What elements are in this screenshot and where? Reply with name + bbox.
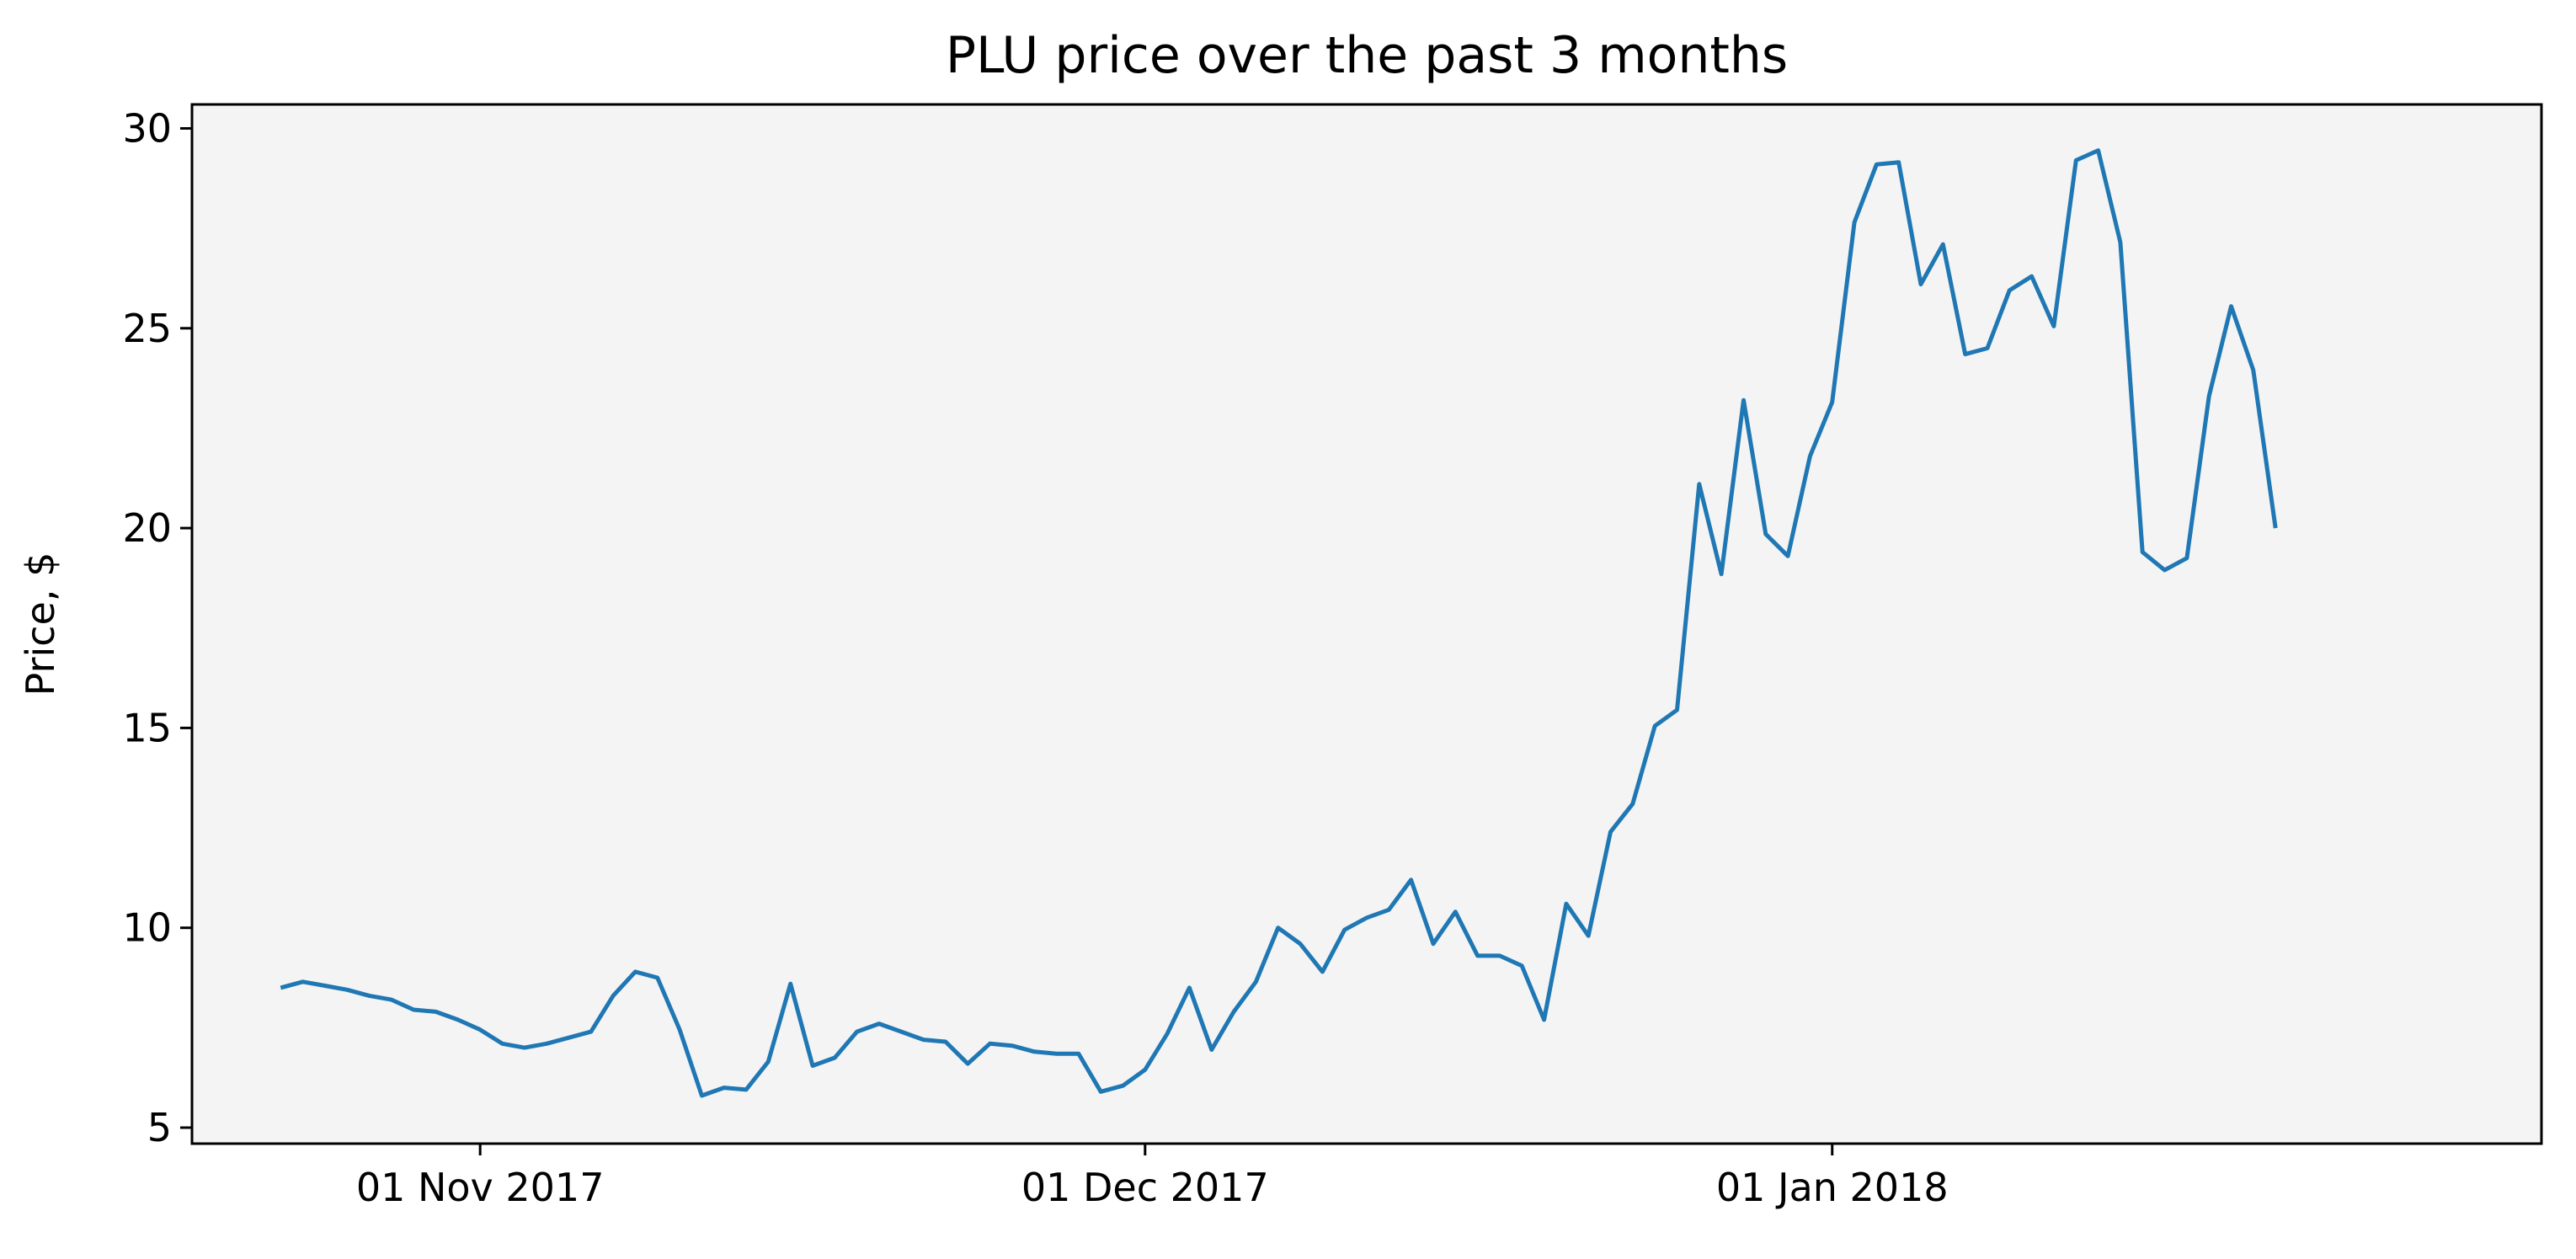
x-tick-label: 01 Nov 2017 (356, 1165, 605, 1210)
y-tick-label: 15 (122, 705, 172, 750)
price-line (280, 148, 2278, 1098)
y-tick-label: 5 (147, 1105, 172, 1150)
y-tick-label: 20 (122, 505, 172, 551)
x-axis-ticks: 01 Nov 2017 01 Dec 2017 01 Jan 2018 (356, 1144, 1949, 1210)
y-axis-ticks: 5 10 15 20 25 30 (122, 105, 192, 1150)
y-axis-label: Price, $ (18, 552, 63, 696)
plot-frame (190, 103, 2543, 1145)
y-tick-label: 30 (122, 105, 172, 151)
y-tick-label: 10 (122, 905, 172, 951)
x-tick-label: 01 Jan 2018 (1716, 1165, 1949, 1210)
series-layer (280, 148, 2278, 1098)
chart-title: PLU price over the past 3 months (946, 26, 1788, 85)
y-tick-label: 25 (122, 306, 172, 351)
x-tick-label: 01 Dec 2017 (1021, 1165, 1269, 1210)
plot-area (192, 104, 2541, 1144)
